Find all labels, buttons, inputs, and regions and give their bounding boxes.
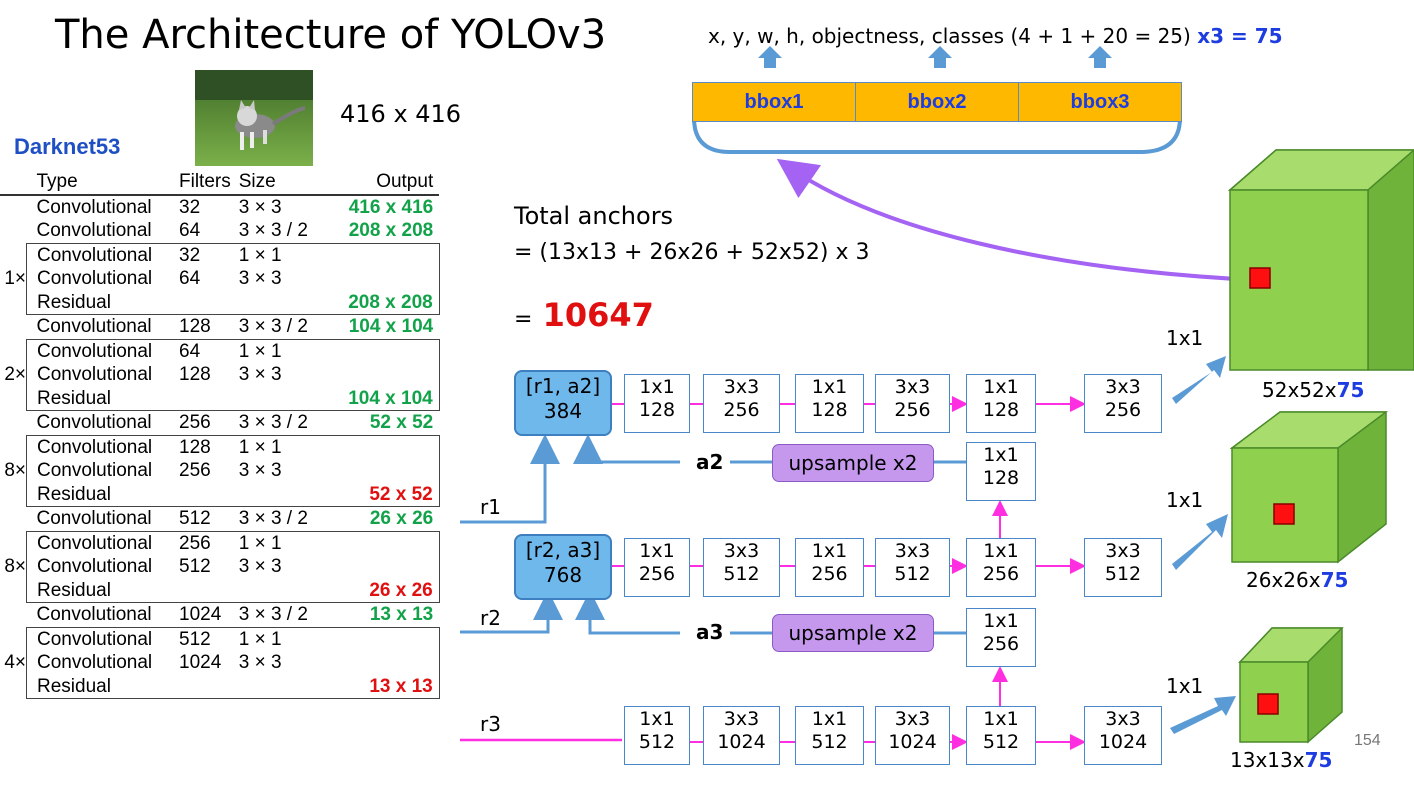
anchors-eq: = — [514, 307, 532, 332]
bbox1: bbox1 — [692, 82, 856, 122]
conv-kernel: 1x1 — [967, 376, 1035, 399]
head-arrow-26 — [1172, 514, 1228, 570]
conv-kernel: 1x1 — [625, 708, 689, 731]
upsample-box-2: upsample x2 — [772, 614, 934, 652]
label-a3: a3 — [696, 620, 723, 644]
conv-block: 1x1 256 — [966, 538, 1036, 597]
conv-block: 1x1 256 — [624, 538, 690, 597]
upsample-conv-block: 1x1 128 — [966, 442, 1036, 501]
conv-filters: 512 — [1085, 563, 1161, 586]
conv-filters: 256 — [876, 399, 949, 422]
conv-filters: 512 — [967, 731, 1035, 754]
conv-kernel: 1x1 — [796, 376, 863, 399]
conv-block: 1x1 256 — [795, 538, 864, 597]
conv-block: 3x3 1024 — [703, 706, 780, 765]
conv-kernel: 1x1 — [967, 444, 1035, 467]
conv-kernel: 1x1 — [967, 708, 1035, 731]
anchors-formula: = (13x13 + 26x26 + 52x52) x 3 — [514, 240, 869, 265]
conv-kernel: 3x3 — [704, 376, 779, 399]
output-label-13: 13x13x75 — [1230, 748, 1332, 772]
conv-kernel: 1x1 — [625, 540, 689, 563]
anchors-label: Total anchors — [514, 202, 673, 230]
label-a2: a2 — [696, 450, 723, 474]
conv-filters: 1024 — [1085, 731, 1161, 754]
conv-block: 1x1 128 — [624, 374, 690, 433]
label-r3: r3 — [480, 712, 501, 736]
conv-kernel: 1x1 — [967, 610, 1035, 633]
conv-filters: 512 — [625, 731, 689, 754]
output-label-26: 26x26x75 — [1246, 568, 1348, 592]
conv-filters: 256 — [967, 633, 1035, 656]
conv-kernel: 3x3 — [1085, 540, 1161, 563]
conv-filters: 128 — [967, 399, 1035, 422]
conv-block: 1x1 512 — [624, 706, 690, 765]
conv-kernel: 3x3 — [876, 540, 949, 563]
attributes-label: x, y, w, h, objectness, classes (4 + 1 +… — [708, 24, 1283, 48]
conv-block: 1x1 128 — [795, 374, 864, 433]
conv-filters: 512 — [876, 563, 949, 586]
conv-filters: 256 — [704, 399, 779, 422]
conv-block: 1x1 512 — [966, 706, 1036, 765]
bbox-brace — [694, 118, 1180, 152]
bbox3: bbox3 — [1018, 82, 1182, 122]
conv-kernel: 1x1 — [625, 376, 689, 399]
conv-filters: 256 — [1085, 399, 1161, 422]
head-arrow-13 — [1170, 696, 1236, 734]
conv-kernel: 3x3 — [704, 708, 779, 731]
route-r2-a3: [r2, a3] 768 — [514, 534, 612, 600]
upsample-conv-block: 1x1 256 — [966, 608, 1036, 667]
conv-block: 3x3 256 — [875, 374, 950, 433]
conv-block: 3x3 1024 — [1084, 706, 1162, 765]
head-arrow-52 — [1172, 356, 1226, 404]
output-cube-26 — [1232, 412, 1386, 562]
conv-kernel: 3x3 — [1085, 376, 1161, 399]
output-cube-52 — [1230, 150, 1414, 370]
attributes-text: x, y, w, h, objectness, classes (4 + 1 +… — [708, 24, 1191, 48]
output-label-52: 52x52x75 — [1262, 378, 1364, 402]
conv-filters: 128 — [967, 467, 1035, 490]
conv-filters: 256 — [967, 563, 1035, 586]
conv-kernel: 3x3 — [876, 376, 949, 399]
conv-block: 3x3 1024 — [875, 706, 950, 765]
attributes-mult: x3 = 75 — [1197, 24, 1282, 48]
conv-block: 3x3 256 — [1084, 374, 1162, 433]
conv-kernel: 1x1 — [967, 540, 1035, 563]
head-label-13: 1x1 — [1166, 674, 1203, 698]
label-r2: r2 — [480, 606, 501, 630]
conv-kernel: 1x1 — [796, 708, 863, 731]
conv-block: 3x3 512 — [703, 538, 780, 597]
conv-filters: 512 — [704, 563, 779, 586]
conv-kernel: 1x1 — [796, 540, 863, 563]
head-label-52: 1x1 — [1166, 326, 1203, 350]
conv-filters: 512 — [796, 731, 863, 754]
conv-kernel: 3x3 — [704, 540, 779, 563]
conv-block: 1x1 512 — [795, 706, 864, 765]
conv-filters: 1024 — [876, 731, 949, 754]
conv-filters: 256 — [796, 563, 863, 586]
page-number: 154 — [1354, 732, 1381, 750]
conv-kernel: 3x3 — [876, 708, 949, 731]
head-label-26: 1x1 — [1166, 488, 1203, 512]
anchors-total: = 10647 — [514, 296, 654, 334]
conv-filters: 256 — [625, 563, 689, 586]
conv-filters: 128 — [796, 399, 863, 422]
upsample-box-1: upsample x2 — [772, 444, 934, 482]
label-r1: r1 — [480, 495, 501, 519]
conv-block: 3x3 512 — [1084, 538, 1162, 597]
conv-kernel: 3x3 — [1085, 708, 1161, 731]
anchors-total-value: 10647 — [543, 296, 654, 334]
conv-block: 3x3 512 — [875, 538, 950, 597]
attr-arrows — [758, 46, 1112, 68]
bbox2: bbox2 — [855, 82, 1019, 122]
output-cube-13 — [1240, 628, 1342, 742]
conv-filters: 128 — [625, 399, 689, 422]
conv-block: 1x1 128 — [966, 374, 1036, 433]
route-r1-a2: [r1, a2] 384 — [514, 370, 612, 436]
conv-block: 3x3 256 — [703, 374, 780, 433]
conv-filters: 1024 — [704, 731, 779, 754]
